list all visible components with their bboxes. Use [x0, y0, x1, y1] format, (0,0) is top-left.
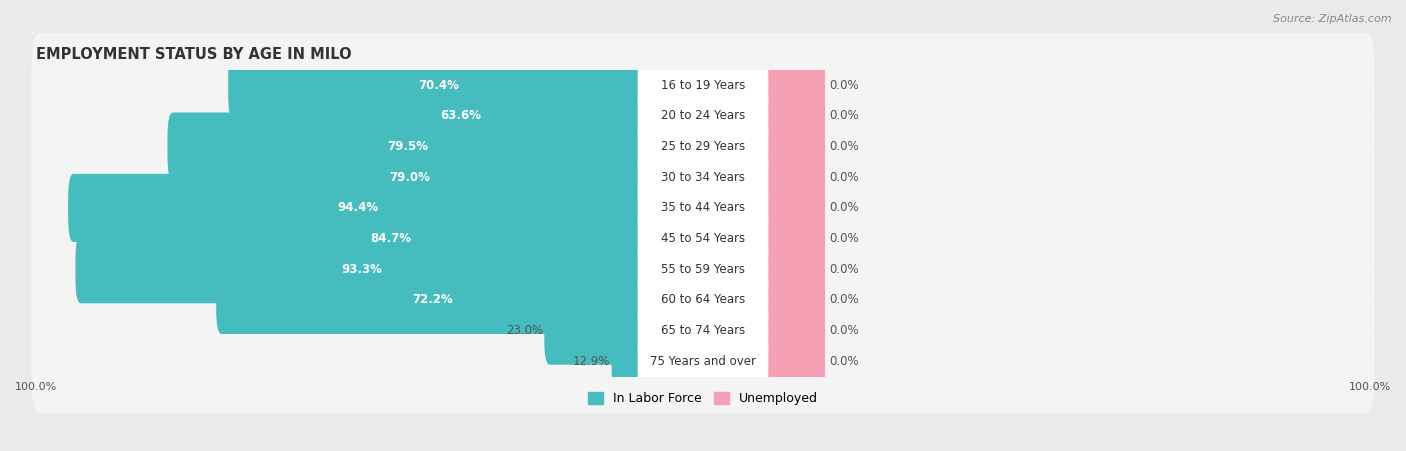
FancyBboxPatch shape: [31, 156, 1375, 260]
Text: 0.0%: 0.0%: [830, 263, 859, 276]
Text: 75 Years and over: 75 Years and over: [650, 355, 756, 368]
FancyBboxPatch shape: [274, 82, 648, 150]
FancyBboxPatch shape: [172, 143, 648, 211]
Text: 55 to 59 Years: 55 to 59 Years: [661, 263, 745, 276]
FancyBboxPatch shape: [228, 51, 648, 119]
FancyBboxPatch shape: [638, 174, 768, 242]
FancyBboxPatch shape: [758, 266, 825, 334]
Text: 70.4%: 70.4%: [418, 78, 458, 92]
Text: 35 to 44 Years: 35 to 44 Years: [661, 202, 745, 214]
FancyBboxPatch shape: [758, 51, 825, 119]
Text: Source: ZipAtlas.com: Source: ZipAtlas.com: [1274, 14, 1392, 23]
Text: 94.4%: 94.4%: [337, 202, 378, 214]
FancyBboxPatch shape: [758, 297, 825, 365]
FancyBboxPatch shape: [31, 64, 1375, 168]
FancyBboxPatch shape: [31, 125, 1375, 229]
Text: 30 to 34 Years: 30 to 34 Years: [661, 171, 745, 184]
FancyBboxPatch shape: [638, 205, 768, 273]
FancyBboxPatch shape: [76, 235, 648, 304]
FancyBboxPatch shape: [31, 217, 1375, 321]
Text: 79.5%: 79.5%: [388, 140, 429, 153]
Text: 60 to 64 Years: 60 to 64 Years: [661, 294, 745, 306]
FancyBboxPatch shape: [758, 205, 825, 273]
FancyBboxPatch shape: [638, 112, 768, 180]
FancyBboxPatch shape: [167, 112, 648, 180]
FancyBboxPatch shape: [544, 297, 648, 365]
FancyBboxPatch shape: [758, 174, 825, 242]
Text: 25 to 29 Years: 25 to 29 Years: [661, 140, 745, 153]
FancyBboxPatch shape: [31, 33, 1375, 137]
FancyBboxPatch shape: [638, 51, 768, 119]
FancyBboxPatch shape: [758, 143, 825, 211]
FancyBboxPatch shape: [758, 82, 825, 150]
Text: 0.0%: 0.0%: [830, 324, 859, 337]
Text: 63.6%: 63.6%: [440, 110, 481, 122]
Text: 0.0%: 0.0%: [830, 171, 859, 184]
Text: 65 to 74 Years: 65 to 74 Years: [661, 324, 745, 337]
FancyBboxPatch shape: [132, 205, 648, 273]
FancyBboxPatch shape: [638, 297, 768, 365]
FancyBboxPatch shape: [217, 266, 648, 334]
FancyBboxPatch shape: [31, 187, 1375, 290]
FancyBboxPatch shape: [758, 112, 825, 180]
Text: 20 to 24 Years: 20 to 24 Years: [661, 110, 745, 122]
FancyBboxPatch shape: [638, 235, 768, 304]
Text: 0.0%: 0.0%: [830, 140, 859, 153]
FancyBboxPatch shape: [31, 279, 1375, 382]
FancyBboxPatch shape: [638, 82, 768, 150]
FancyBboxPatch shape: [31, 248, 1375, 352]
Text: 0.0%: 0.0%: [830, 202, 859, 214]
FancyBboxPatch shape: [612, 327, 648, 396]
FancyBboxPatch shape: [638, 143, 768, 211]
FancyBboxPatch shape: [31, 309, 1375, 413]
Text: 0.0%: 0.0%: [830, 232, 859, 245]
Legend: In Labor Force, Unemployed: In Labor Force, Unemployed: [583, 387, 823, 410]
FancyBboxPatch shape: [758, 327, 825, 396]
FancyBboxPatch shape: [638, 327, 768, 396]
Text: 45 to 54 Years: 45 to 54 Years: [661, 232, 745, 245]
FancyBboxPatch shape: [67, 174, 648, 242]
Text: 16 to 19 Years: 16 to 19 Years: [661, 78, 745, 92]
Text: 0.0%: 0.0%: [830, 78, 859, 92]
Text: 0.0%: 0.0%: [830, 294, 859, 306]
Text: 93.3%: 93.3%: [342, 263, 382, 276]
FancyBboxPatch shape: [758, 235, 825, 304]
Text: 0.0%: 0.0%: [830, 355, 859, 368]
Text: 0.0%: 0.0%: [830, 110, 859, 122]
Text: 23.0%: 23.0%: [506, 324, 543, 337]
Text: 12.9%: 12.9%: [572, 355, 610, 368]
FancyBboxPatch shape: [638, 266, 768, 334]
Text: 72.2%: 72.2%: [412, 294, 453, 306]
Text: 84.7%: 84.7%: [370, 232, 411, 245]
FancyBboxPatch shape: [31, 95, 1375, 198]
Text: EMPLOYMENT STATUS BY AGE IN MILO: EMPLOYMENT STATUS BY AGE IN MILO: [37, 47, 352, 62]
Text: 79.0%: 79.0%: [389, 171, 430, 184]
